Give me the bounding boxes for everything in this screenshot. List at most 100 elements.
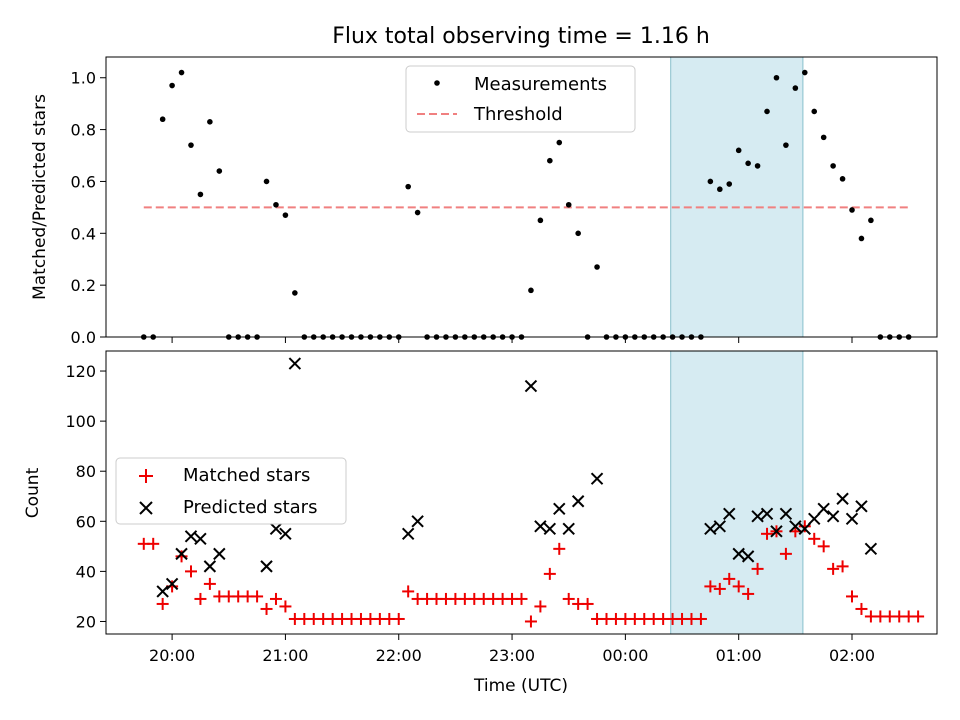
matched-star-point [261,603,273,615]
measurement-point [283,212,289,218]
bottom-legend: Matched stars Predicted stars [116,458,346,524]
bottom-panel: 20 40 60 80 100 120 20:00 21:00 22:00 23:00 00:00… [23,351,937,696]
measurement-point [755,163,761,169]
matched-star-point [855,603,867,615]
matched-star-point [393,613,405,625]
predicted-star-point [865,543,876,554]
x-tick-label: 20:00 [149,646,195,665]
measurement-point [528,288,534,294]
y-tick-label: 120 [65,362,96,381]
matched-star-point [808,533,820,545]
measurement-point [774,75,780,81]
predicted-star-point [214,548,225,559]
y-tick-label: 60 [76,512,96,531]
measurement-point [717,186,723,192]
bottom-y-ticks: 20 40 60 80 100 120 [65,362,106,631]
measurement-point [802,70,808,76]
x-tick-label: 22:00 [376,646,422,665]
measurement-point [736,148,742,154]
y-tick-label: 0.6 [71,172,96,191]
measurement-point [217,168,223,174]
top-x-ticks [172,337,852,343]
measurement-point [198,192,204,198]
matched-star-point [534,600,546,612]
x-tick-label: 01:00 [716,646,762,665]
predicted-star-point [573,496,584,507]
matched-star-point [553,543,565,555]
predicted-star-point [195,533,206,544]
predicted-star-point [157,586,168,597]
predicted-star-point [828,511,839,522]
matched-star-point [402,585,414,597]
measurement-point [830,163,836,169]
bottom-highlight-span [671,351,803,634]
matched-star-point [516,593,528,605]
predicted-star-point [856,501,867,512]
matched-star-point [204,578,216,590]
matched-star-point [279,600,291,612]
measurement-point [811,109,817,115]
measurement-point [556,140,562,146]
predicted-star-point [535,521,546,532]
predicted-star-point [809,513,820,524]
predicted-star-point [289,358,300,369]
x-tick-label: 00:00 [602,646,648,665]
legend-measurements-label: Measurements [474,74,607,95]
matched-star-point [194,593,206,605]
predicted-star-point [563,523,574,534]
predicted-star-point [403,528,414,539]
measurement-point [264,179,270,185]
measurement-point [594,264,600,270]
y-tick-label: 40 [76,562,96,581]
matched-star-point [846,590,858,602]
y-tick-label: 100 [65,412,96,431]
predicted-star-point [261,561,272,572]
measurement-point [708,179,714,185]
measurement-point [169,83,175,89]
y-tick-label: 20 [76,612,96,631]
measurement-point [840,176,846,182]
matched-star-point [251,590,263,602]
predicted-star-point [837,493,848,504]
matched-star-point [270,593,282,605]
measurement-point [726,181,732,187]
figure: Flux total observing time = 1.16 h 0.00.… [0,0,960,720]
top-y-axis-label: Matched/Predicted stars [30,94,50,300]
matched-star-point [157,598,169,610]
measurement-point [207,119,213,125]
top-panel: 0.00.20.40.60.81.0 Matched/Predicted sta… [30,57,937,347]
measurement-point [566,202,572,208]
legend-measurements-marker [434,80,440,86]
predicted-star-point [412,516,423,527]
measurement-point [292,290,298,296]
measurement-point [868,218,874,224]
top-legend: Measurements Threshold [406,66,635,132]
x-tick-label: 21:00 [262,646,308,665]
matched-star-point [912,610,924,622]
matched-star-point [582,598,594,610]
y-tick-label: 80 [76,462,96,481]
measurement-point [849,207,855,213]
measurement-point [547,158,553,164]
legend-threshold-label: Threshold [473,104,563,125]
measurement-point [783,142,789,148]
predicted-star-point [554,503,565,514]
matched-star-point [818,540,830,552]
y-tick-label: 0.8 [71,121,96,140]
measurement-point [538,218,544,224]
measurement-point [575,230,581,236]
top-y-ticks: 0.0 0.2 0.4 0.6 0.8 1.0 [71,69,106,347]
bottom-matched-points [138,520,924,627]
predicted-star-point [185,531,196,542]
matched-star-point [185,565,197,577]
chart-title: Flux total observing time = 1.16 h [332,24,710,49]
matched-star-point [525,615,537,627]
measurement-point [188,142,194,148]
measurement-point [859,236,865,242]
measurement-point [745,160,751,166]
bottom-x-ticks: 20:00 21:00 22:00 23:00 00:00 01:00 02:00 [149,634,875,665]
y-tick-label: 0.4 [71,224,96,243]
matched-star-point [544,568,556,580]
measurement-point [273,202,279,208]
predicted-star-point [204,561,215,572]
